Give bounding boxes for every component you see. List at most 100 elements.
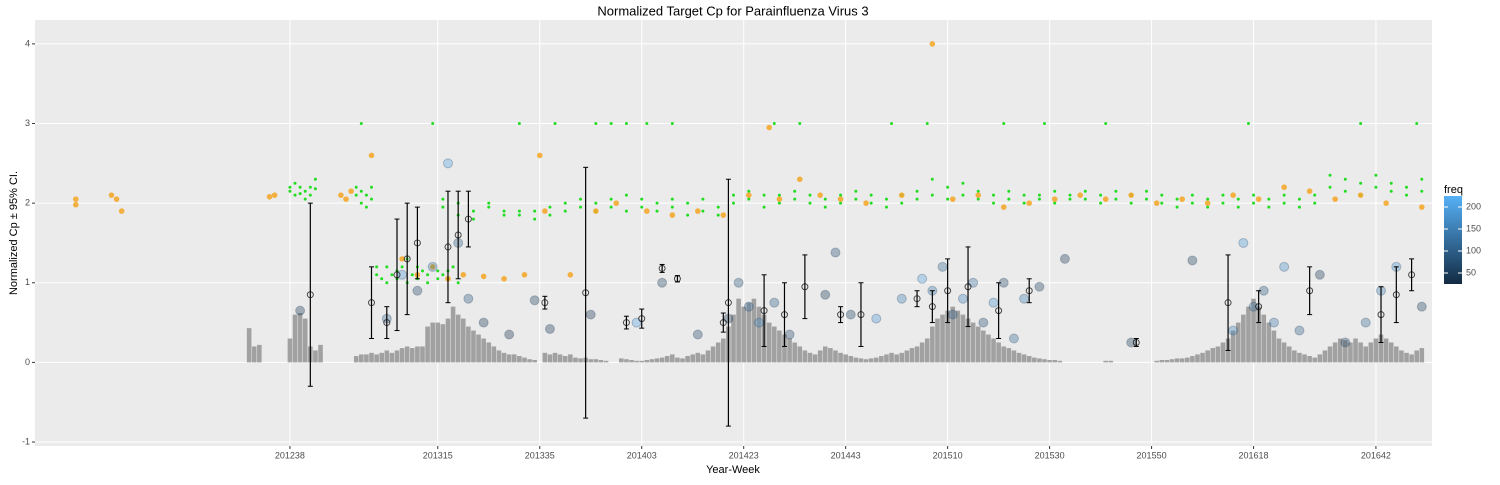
point: [613, 200, 620, 206]
error-bar-mean: [857, 311, 865, 319]
error-bar: [454, 190, 462, 280]
point: [354, 185, 358, 189]
x-axis-title: Year-Week: [706, 464, 760, 476]
bar: [675, 357, 680, 363]
bar: [991, 338, 996, 363]
bubble: [871, 313, 882, 324]
bar: [578, 358, 583, 363]
bar: [950, 306, 956, 363]
point: [1190, 201, 1194, 205]
point: [1389, 189, 1393, 193]
bar: [817, 350, 823, 363]
point: [1332, 196, 1338, 202]
point: [992, 201, 996, 205]
point: [869, 201, 873, 205]
bar: [415, 346, 420, 363]
point: [271, 192, 278, 198]
point: [1007, 189, 1011, 193]
bar: [822, 346, 828, 363]
bubble: [1340, 337, 1351, 348]
bar: [506, 354, 512, 363]
point: [1267, 197, 1271, 201]
point: [385, 265, 389, 269]
bar: [1271, 330, 1277, 363]
bar: [460, 318, 466, 363]
point: [884, 205, 888, 209]
point: [762, 193, 766, 197]
error-bar: [1392, 266, 1400, 324]
bar: [899, 352, 905, 363]
point: [946, 197, 950, 201]
point: [701, 209, 705, 213]
point: [930, 177, 934, 181]
error-bar: [913, 290, 921, 308]
point: [1359, 181, 1363, 185]
bubble: [1238, 237, 1249, 248]
bar: [292, 314, 298, 363]
y-tick-label: 4: [25, 38, 30, 48]
bar: [1404, 352, 1409, 363]
point: [441, 205, 445, 209]
point: [431, 122, 435, 126]
bar: [986, 334, 991, 363]
bubble: [478, 317, 489, 328]
bar: [1154, 360, 1159, 363]
point: [695, 208, 701, 214]
bar: [802, 350, 808, 363]
bar: [1419, 348, 1425, 363]
bar: [562, 356, 568, 363]
point: [1179, 196, 1185, 202]
bar: [257, 344, 262, 363]
point: [624, 209, 628, 213]
bubble: [820, 289, 831, 300]
bar: [695, 352, 701, 363]
bar: [1164, 360, 1170, 363]
bar: [1246, 306, 1251, 363]
point: [1129, 201, 1133, 205]
bar: [297, 313, 303, 363]
bar: [1205, 350, 1210, 363]
point: [563, 201, 567, 205]
point: [854, 197, 858, 201]
bar: [476, 334, 481, 363]
bubble: [947, 309, 958, 320]
bar: [251, 346, 257, 363]
point: [1236, 197, 1240, 201]
error-bar-mean: [582, 289, 590, 297]
bubble: [427, 261, 438, 272]
error-bar-mean: [837, 311, 845, 319]
error-bar-mean: [638, 315, 646, 323]
point: [1083, 189, 1087, 193]
point: [410, 273, 414, 277]
point: [1297, 205, 1301, 209]
point: [72, 196, 79, 202]
x-tick-label: 201423: [729, 450, 759, 460]
point: [1343, 189, 1347, 193]
point: [501, 275, 507, 282]
bar: [420, 346, 425, 363]
bar: [843, 354, 848, 363]
bubble: [631, 317, 642, 328]
bar: [1327, 346, 1333, 363]
point: [308, 193, 312, 197]
x-tick-label: 201443: [831, 450, 861, 460]
bar: [1363, 346, 1369, 363]
point: [1374, 185, 1378, 189]
x-tick-label: 201335: [525, 450, 555, 460]
point: [471, 217, 475, 221]
point: [686, 201, 690, 205]
point: [1313, 201, 1317, 205]
point: [930, 193, 934, 197]
bar: [435, 322, 441, 363]
bar: [649, 359, 655, 363]
bar: [659, 357, 665, 363]
bubble: [1228, 325, 1239, 336]
bubble: [1019, 293, 1030, 304]
bar: [1317, 354, 1323, 363]
point: [1419, 204, 1425, 210]
bar: [970, 322, 976, 363]
y-tick-label: 2: [25, 198, 30, 208]
point: [925, 122, 929, 126]
point: [747, 189, 751, 193]
bar: [960, 314, 966, 363]
